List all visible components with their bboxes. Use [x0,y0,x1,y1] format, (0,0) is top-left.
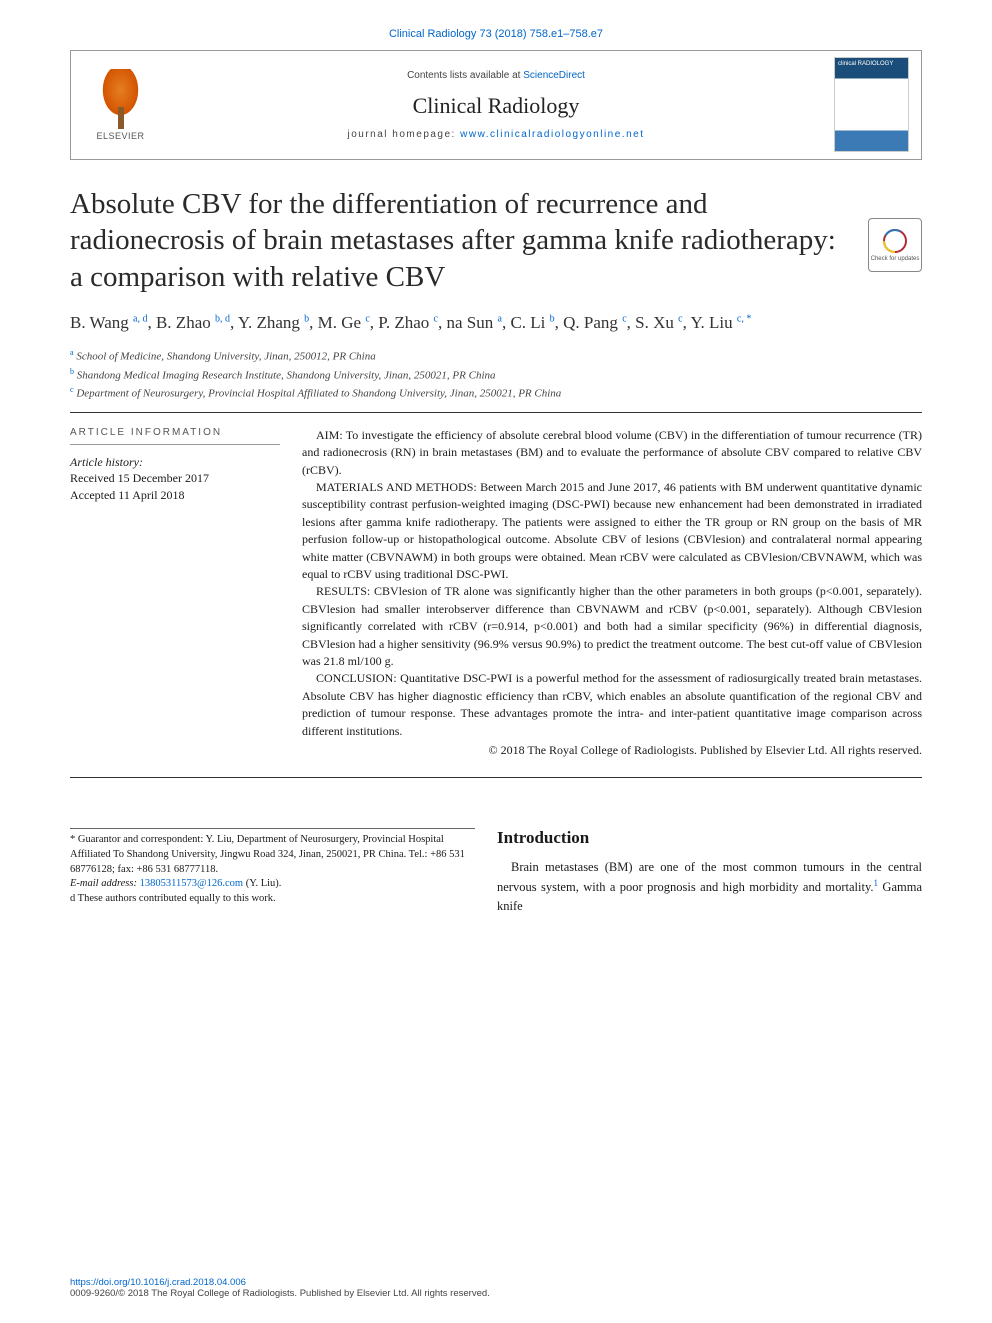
doi-link[interactable]: https://doi.org/10.1016/j.crad.2018.04.0… [70,1277,246,1288]
citation-link[interactable]: Clinical Radiology 73 (2018) 758.e1–758.… [70,28,922,40]
check-updates-label: Check for updates [871,256,920,262]
introduction-column: Introduction Brain metastases (BM) are o… [497,828,922,915]
check-updates-badge[interactable]: Check for updates [868,218,922,272]
abstract: AIM: To investigate the efficiency of ab… [302,427,922,759]
journal-homepage: journal homepage: www.clinicalradiologyo… [158,129,834,140]
article-info-column: ARTICLE INFORMATION Article history: Rec… [70,427,280,759]
email-suffix: (Y. Liu). [243,878,281,889]
journal-cover-thumbnail[interactable] [834,57,909,152]
author-list: B. Wang a, d, B. Zhao b, d, Y. Zhang b, … [70,311,922,336]
crossmark-icon [882,228,908,254]
introduction-text: Brain metastases (BM) are one of the mos… [497,858,922,915]
correspondence-block: * Guarantor and correspondent: Y. Liu, D… [70,828,475,915]
abstract-aim: AIM: To investigate the efficiency of ab… [302,427,922,479]
journal-header: ELSEVIER Contents lists available at Sci… [70,50,922,160]
affiliation-line: a School of Medicine, Shandong Universit… [70,347,922,365]
received-date: Received 15 December 2017 [70,470,280,487]
footer-copyright: 0009-9260/© 2018 The Royal College of Ra… [70,1288,490,1299]
homepage-link[interactable]: www.clinicalradiologyonline.net [460,129,644,140]
equal-contribution-note: d These authors contributed equally to t… [70,892,475,907]
homepage-prefix: journal homepage: [348,129,461,140]
author-email-link[interactable]: 13805311573@126.com [140,878,243,889]
journal-title: Clinical Radiology [158,93,834,119]
info-abstract-row: ARTICLE INFORMATION Article history: Rec… [70,427,922,778]
email-line: E-mail address: 13805311573@126.com (Y. … [70,877,475,892]
affiliation-line: c Department of Neurosurgery, Provincial… [70,384,922,402]
guarantor-note: * Guarantor and correspondent: Y. Liu, D… [70,833,475,877]
abstract-conclusion: CONCLUSION: Quantitative DSC-PWI is a po… [302,670,922,740]
publisher-name: ELSEVIER [96,131,144,141]
lower-row: * Guarantor and correspondent: Y. Liu, D… [70,828,922,915]
page-footer: https://doi.org/10.1016/j.crad.2018.04.0… [70,1277,922,1299]
elsevier-tree-icon [93,69,148,129]
introduction-heading: Introduction [497,828,922,848]
sciencedirect-link[interactable]: ScienceDirect [523,70,585,81]
intro-body: Brain metastases (BM) are one of the mos… [497,860,922,894]
elsevier-logo[interactable]: ELSEVIER [83,60,158,150]
email-label: E-mail address: [70,878,140,889]
abstract-copyright: © 2018 The Royal College of Radiologists… [302,742,922,759]
article-history-label: Article history: [70,455,280,470]
accepted-date: Accepted 11 April 2018 [70,487,280,504]
abstract-results: RESULTS: CBVlesion of TR alone was signi… [302,583,922,670]
affiliations: a School of Medicine, Shandong Universit… [70,347,922,412]
article-title: Absolute CBV for the differentiation of … [70,186,922,295]
contents-available: Contents lists available at ScienceDirec… [158,70,834,81]
affiliation-line: b Shandong Medical Imaging Research Inst… [70,366,922,384]
abstract-methods: MATERIALS AND METHODS: Between March 201… [302,479,922,583]
header-center: Contents lists available at ScienceDirec… [158,70,834,140]
contents-prefix: Contents lists available at [407,70,523,81]
article-info-heading: ARTICLE INFORMATION [70,427,280,445]
